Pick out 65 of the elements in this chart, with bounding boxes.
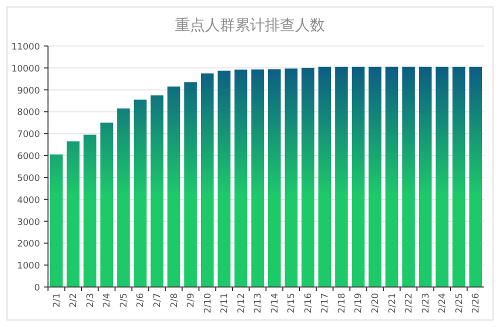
x-tick-label: 2/21 bbox=[388, 293, 398, 314]
bar bbox=[218, 70, 230, 287]
y-tick-label: 9000 bbox=[17, 86, 40, 96]
bar bbox=[335, 66, 348, 287]
x-tick-label: 2/19 bbox=[354, 292, 364, 314]
y-tick-label: 5000 bbox=[17, 174, 40, 184]
x-tick-label: 2/2 bbox=[69, 293, 80, 308]
bar bbox=[150, 95, 164, 287]
bar bbox=[284, 68, 298, 287]
bar bbox=[352, 66, 365, 287]
x-tick-label: 2/15 bbox=[287, 293, 298, 314]
bar bbox=[469, 66, 482, 287]
y-tick-label: 10000 bbox=[11, 64, 40, 74]
bar bbox=[50, 154, 63, 287]
y-tick-label: 2000 bbox=[17, 240, 40, 250]
x-tick-label: 2/10 bbox=[203, 292, 214, 314]
x-tick-label: 2/11 bbox=[220, 293, 230, 314]
y-tick-label: 7000 bbox=[17, 130, 40, 140]
x-tick-label: 2/16 bbox=[304, 292, 314, 314]
x-tick-label: 2/24 bbox=[438, 292, 448, 314]
bar bbox=[66, 141, 80, 287]
y-tick-label: 11000 bbox=[11, 42, 40, 52]
bar bbox=[318, 66, 332, 287]
x-tick-label: 2/20 bbox=[371, 292, 381, 314]
bar bbox=[368, 66, 382, 287]
bar bbox=[302, 68, 314, 287]
x-tick-label: 2/25 bbox=[454, 293, 465, 314]
x-tick-label: 2/12 bbox=[236, 293, 247, 314]
y-tick-label: 3000 bbox=[17, 218, 40, 228]
x-tick-label: 2/5 bbox=[119, 293, 130, 308]
x-tick-label: 2/4 bbox=[102, 292, 113, 308]
y-tick-label: 8000 bbox=[17, 108, 40, 118]
bar bbox=[134, 100, 147, 287]
x-tick-label: 2/6 bbox=[136, 292, 146, 308]
bar bbox=[200, 73, 214, 287]
bar bbox=[117, 108, 130, 287]
x-tick-label: 2/13 bbox=[254, 293, 264, 314]
bar bbox=[402, 66, 415, 287]
bar bbox=[418, 66, 432, 287]
x-tick-label: 2/3 bbox=[86, 293, 96, 308]
y-tick-label: 1000 bbox=[17, 262, 40, 272]
x-tick-label: 2/9 bbox=[186, 292, 197, 308]
bar bbox=[100, 122, 114, 287]
x-tick-label: 2/22 bbox=[404, 293, 415, 314]
x-tick-label: 2/18 bbox=[337, 292, 348, 314]
bar bbox=[251, 69, 264, 287]
x-tick-label: 2/7 bbox=[153, 293, 163, 308]
y-tick-label: 6000 bbox=[17, 152, 40, 162]
bar bbox=[167, 86, 180, 287]
chart-title: 重点人群累计排查人数 bbox=[175, 16, 325, 34]
x-tick-label: 2/23 bbox=[421, 293, 432, 314]
bar bbox=[84, 134, 96, 287]
y-tick-label: 0 bbox=[34, 284, 40, 294]
x-tick-label: 2/26 bbox=[472, 292, 482, 314]
x-tick-label: 2/8 bbox=[170, 292, 180, 308]
x-tick-label: 2/1 bbox=[52, 293, 62, 308]
bar bbox=[385, 66, 398, 287]
bar bbox=[268, 69, 281, 287]
bar bbox=[234, 70, 248, 287]
x-tick-label: 2/14 bbox=[270, 292, 280, 314]
x-tick-label: 2/17 bbox=[320, 293, 331, 314]
y-tick-label: 4000 bbox=[17, 196, 40, 206]
bar bbox=[452, 66, 466, 287]
bar bbox=[184, 82, 197, 287]
bar bbox=[436, 66, 448, 287]
